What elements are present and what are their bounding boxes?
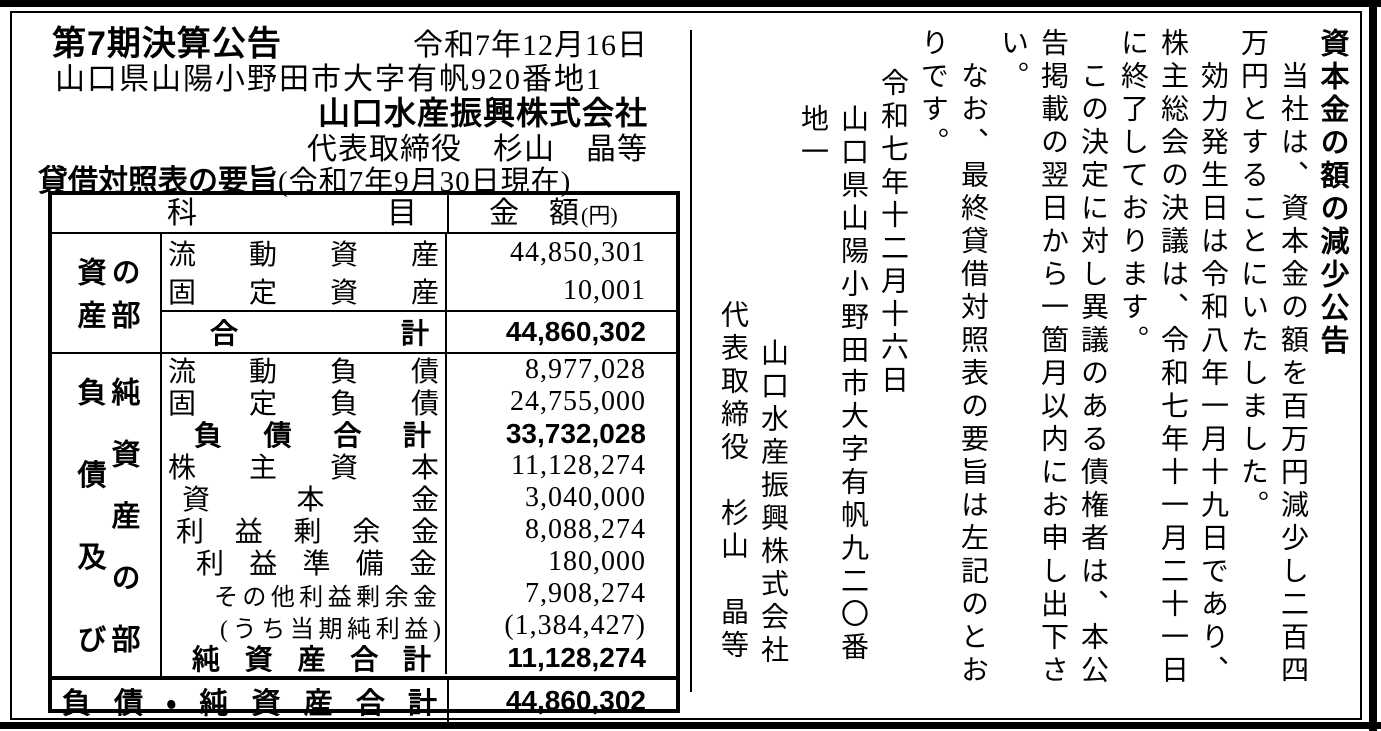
capital-reduction-notice: 資本金の額の減少公告 当社は、資本金の額を百万円減少し二百四万円とすることにいた…: [700, 28, 1352, 695]
assets-section-label: 資産 の部: [52, 234, 162, 352]
notice-date: 令和7年12月16日: [413, 29, 648, 62]
bottom-thick-rule: [0, 722, 1381, 729]
notice-address-vertical: 山口県山陽小野田市大字有帆九二〇番地一: [797, 104, 868, 665]
liabilities-label-col1: 負債及び: [73, 377, 105, 653]
item-label: 利益準備金: [162, 546, 447, 580]
item-amount: 11,128,274: [511, 450, 646, 481]
left-header-line1: 第7期決算公告 令和7年12月16日: [52, 16, 648, 65]
table-header-row: 科 目 金 額 (円): [52, 195, 676, 234]
item-label: 純資産合計: [162, 642, 447, 675]
company-name: 山口水産振興株式会社: [317, 95, 648, 131]
notice-representative-vertical: 代表取締役 杉山 晶等: [717, 300, 748, 663]
item-label: 資本金: [162, 482, 447, 516]
liabilities-rows: 流動負債 8,977,028 固定負債 24,755,000 負債合計 33,7…: [162, 354, 676, 676]
item-label: 利益剰余金: [162, 514, 447, 548]
item-label: 流動資産: [162, 234, 447, 272]
table-row: 利益準備金 180,000: [162, 546, 676, 580]
assets-section: 資産 の部 流動資産 44,850,301 固定資産 10,001 合 計 44…: [52, 234, 676, 354]
item-amount: 8,088,274: [525, 514, 646, 545]
grand-total-label: 負債・純資産合計: [52, 680, 449, 722]
representative-name: 代表取締役 杉山 晶等: [307, 133, 648, 166]
item-amount: (1,384,427): [504, 610, 646, 641]
assets-total-row: 合 計 44,860,302: [162, 310, 676, 352]
liabilities-label-col2: 純資産の部: [107, 377, 139, 653]
settlement-notice-title: 第7期決算公告: [52, 25, 282, 63]
grand-total-amount: 44,860,302: [505, 685, 646, 716]
assets-total-amount: 44,860,302: [505, 316, 646, 347]
assets-total-label: 合 計: [162, 312, 447, 352]
table-row: 固定負債 24,755,000: [162, 386, 676, 420]
capital-reduction-heading: 資本金の額の減少公告: [1316, 28, 1348, 358]
table-row: 流動資産 44,850,301: [162, 234, 676, 272]
notice-company-vertical: 山口水産振興株式会社: [757, 338, 788, 668]
item-amount: 7,908,274: [525, 578, 646, 609]
item-label: 流動負債: [162, 354, 447, 388]
item-label: 株主資本: [162, 450, 447, 484]
net-assets-total-row: 純資産合計 11,128,274: [162, 642, 676, 675]
table-row: 株主資本 11,128,274: [162, 450, 676, 484]
notice-paragraph: 当社は、資本金の額を百万円減少し二百四万円とすることにいたしました。: [1237, 28, 1308, 688]
assets-label-col1: 資産: [73, 257, 105, 329]
assets-rows: 流動資産 44,850,301 固定資産 10,001 合 計 44,860,3…: [162, 234, 676, 352]
table-row: 固定資産 10,001: [162, 272, 676, 310]
item-label: 負債合計: [162, 418, 447, 451]
table-row: その他利益剰余金 7,908,274: [162, 578, 676, 611]
notice-date-vertical: 令和七年十二月十六日: [877, 68, 908, 398]
item-label: 固定資産: [162, 272, 447, 310]
item-amount: 11,128,274: [507, 642, 646, 673]
column-divider-rule: [690, 30, 692, 692]
top-thick-rule: [0, 0, 1381, 7]
notice-paragraph: この決定に対し異議のある債権者は、本公告掲載の翌日から一箇月以内にお申し出下さい…: [997, 28, 1108, 688]
item-label: (うち当期純利益): [162, 610, 447, 643]
balance-sheet-table: 科 目 金 額 (円) 資産 の部 流動資産 44,850,301 固定資産 1…: [48, 191, 680, 722]
grand-total-row: 負債・純資産合計 44,860,302: [52, 678, 676, 722]
liabilities-section: 負債及び 純資産の部 流動負債 8,977,028 固定負債 24,755,00…: [52, 354, 676, 678]
assets-label-col2: の部: [107, 257, 139, 329]
notice-paragraph: なお、最終貸借対照表の要旨は左記のとおりです。: [917, 28, 988, 688]
header-subject: 科 目: [52, 195, 449, 232]
item-amount: 8,977,028: [525, 354, 646, 385]
table-row: (うち当期純利益) (1,384,427): [162, 610, 676, 643]
table-row: 流動負債 8,977,028: [162, 354, 676, 388]
item-amount: 3,040,000: [525, 482, 646, 513]
right-thick-rule: [1369, 0, 1377, 731]
item-amount: 24,755,000: [510, 386, 646, 417]
header-amount-unit: (円): [581, 203, 618, 228]
assets-vertical-label: 資産 の部: [72, 257, 140, 329]
item-amount: 10,001: [563, 275, 646, 306]
header-amount-label: 金 額: [489, 197, 579, 230]
notice-paragraph: 効力発生日は令和八年一月十九日であり、株主総会の決議は、令和七年十一月二十一日に…: [1117, 28, 1228, 688]
liabilities-total-row: 負債合計 33,732,028: [162, 418, 676, 451]
header-amount: 金 額 (円): [449, 195, 676, 232]
table-row: 利益剰余金 8,088,274: [162, 514, 676, 548]
item-label: 固定負債: [162, 386, 447, 420]
liabilities-vertical-label: 負債及び 純資産の部: [72, 377, 140, 653]
item-amount: 44,850,301: [510, 237, 646, 268]
item-amount: 33,732,028: [505, 418, 646, 449]
item-label: その他利益剰余金: [162, 578, 447, 611]
inner-frame-border: [10, 11, 1362, 720]
item-amount: 180,000: [548, 546, 646, 577]
liabilities-section-label: 負債及び 純資産の部: [52, 354, 162, 676]
table-row: 資本金 3,040,000: [162, 482, 676, 516]
company-address: 山口県山陽小野田市大字有帆920番地1: [55, 63, 603, 96]
